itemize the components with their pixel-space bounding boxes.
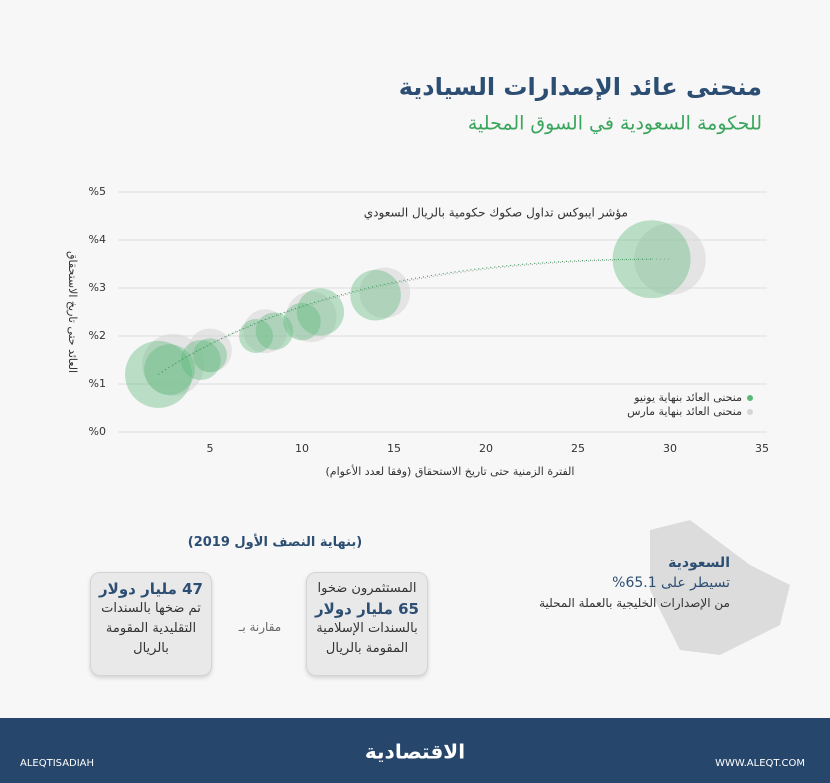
x-tick-label: 5	[207, 442, 214, 455]
box-line: المستثمرون ضخوا	[317, 581, 417, 596]
x-tick-label: 20	[479, 442, 493, 455]
bubble	[193, 338, 227, 373]
box-line: المقومة بالريال	[325, 641, 409, 656]
y-tick-label: %4	[89, 233, 106, 246]
x-tick-label: 10	[295, 442, 309, 455]
x-tick-label: 25	[571, 442, 585, 455]
x-tick-label: 35	[755, 442, 769, 455]
box-left: 47 مليار دولار تم ضخها بالسندات التقليدي…	[90, 572, 212, 676]
x-tick-label: 30	[663, 442, 677, 455]
chart-subtitle: للحكومة السعودية في السوق المحلية	[468, 113, 762, 135]
legend-label: منحنى العائد بنهاية مارس	[627, 405, 742, 418]
bubble	[350, 269, 401, 321]
saudi-note: من الإصدارات الخليجية بالعملة المحلية	[539, 596, 730, 610]
plot-subtitle: مؤشر ايبوكس تداول صكوك حكومية بالريال ال…	[364, 206, 628, 221]
bubble	[144, 344, 195, 395]
bubble	[359, 267, 411, 319]
y-tick-label: %5	[89, 185, 106, 198]
bubble	[634, 223, 706, 295]
legend-label: منحنى العائد بنهاية يونيو	[633, 391, 742, 404]
box-line: بالسندات الإسلامية	[316, 621, 418, 636]
map-shape	[650, 520, 790, 655]
period: (بنهاية النصف الأول 2019)	[187, 535, 363, 550]
footer-logo: الاقتصادية	[365, 740, 465, 764]
bubble	[296, 288, 345, 336]
y-tick-label: %1	[89, 377, 106, 390]
saudi-share: تسيطر على 65.1%	[612, 575, 730, 591]
compare: مقارنة بـ	[238, 620, 282, 634]
footer-band	[0, 718, 830, 783]
bubble	[285, 291, 337, 343]
box-line: 65 مليار دولار	[315, 600, 419, 618]
x-axis-label: الفترة الزمنية حتى تاريخ الاستحقاق (وفقا…	[326, 464, 575, 478]
box-line: التقليدية المقومة	[105, 621, 197, 636]
box-right: المستثمرون ضخوا 65 مليار دولار بالسندات …	[306, 572, 428, 676]
bubble	[239, 319, 273, 353]
box-line: تم ضخها بالسندات	[101, 601, 201, 616]
y-tick-label: %2	[89, 329, 106, 342]
chart-title: منحنى عائد الإصدارات السيادية	[399, 73, 762, 101]
x-tick-label: 15	[387, 442, 401, 455]
bubble	[188, 328, 232, 373]
box-line: 47 مليار دولار	[99, 580, 203, 598]
bubble	[612, 220, 691, 299]
bubble	[283, 302, 321, 341]
box-line: بالريال	[133, 641, 169, 656]
trend-line	[158, 258, 652, 375]
bubble	[255, 312, 294, 350]
saudi-title: السعودية	[668, 555, 730, 571]
bubble	[180, 340, 221, 380]
footer-site: WWW.ALEQT.COM	[715, 758, 805, 769]
legend-swatch	[747, 409, 753, 415]
bubble	[243, 309, 288, 354]
footer-social: ALEQTISADIAH	[20, 758, 94, 769]
y-tick-label: %3	[89, 281, 106, 294]
legend-swatch	[747, 395, 753, 401]
y-axis-label: العائد حتى تاريخ الاستحقاق	[66, 251, 79, 373]
y-tick-label: %0	[89, 425, 106, 438]
